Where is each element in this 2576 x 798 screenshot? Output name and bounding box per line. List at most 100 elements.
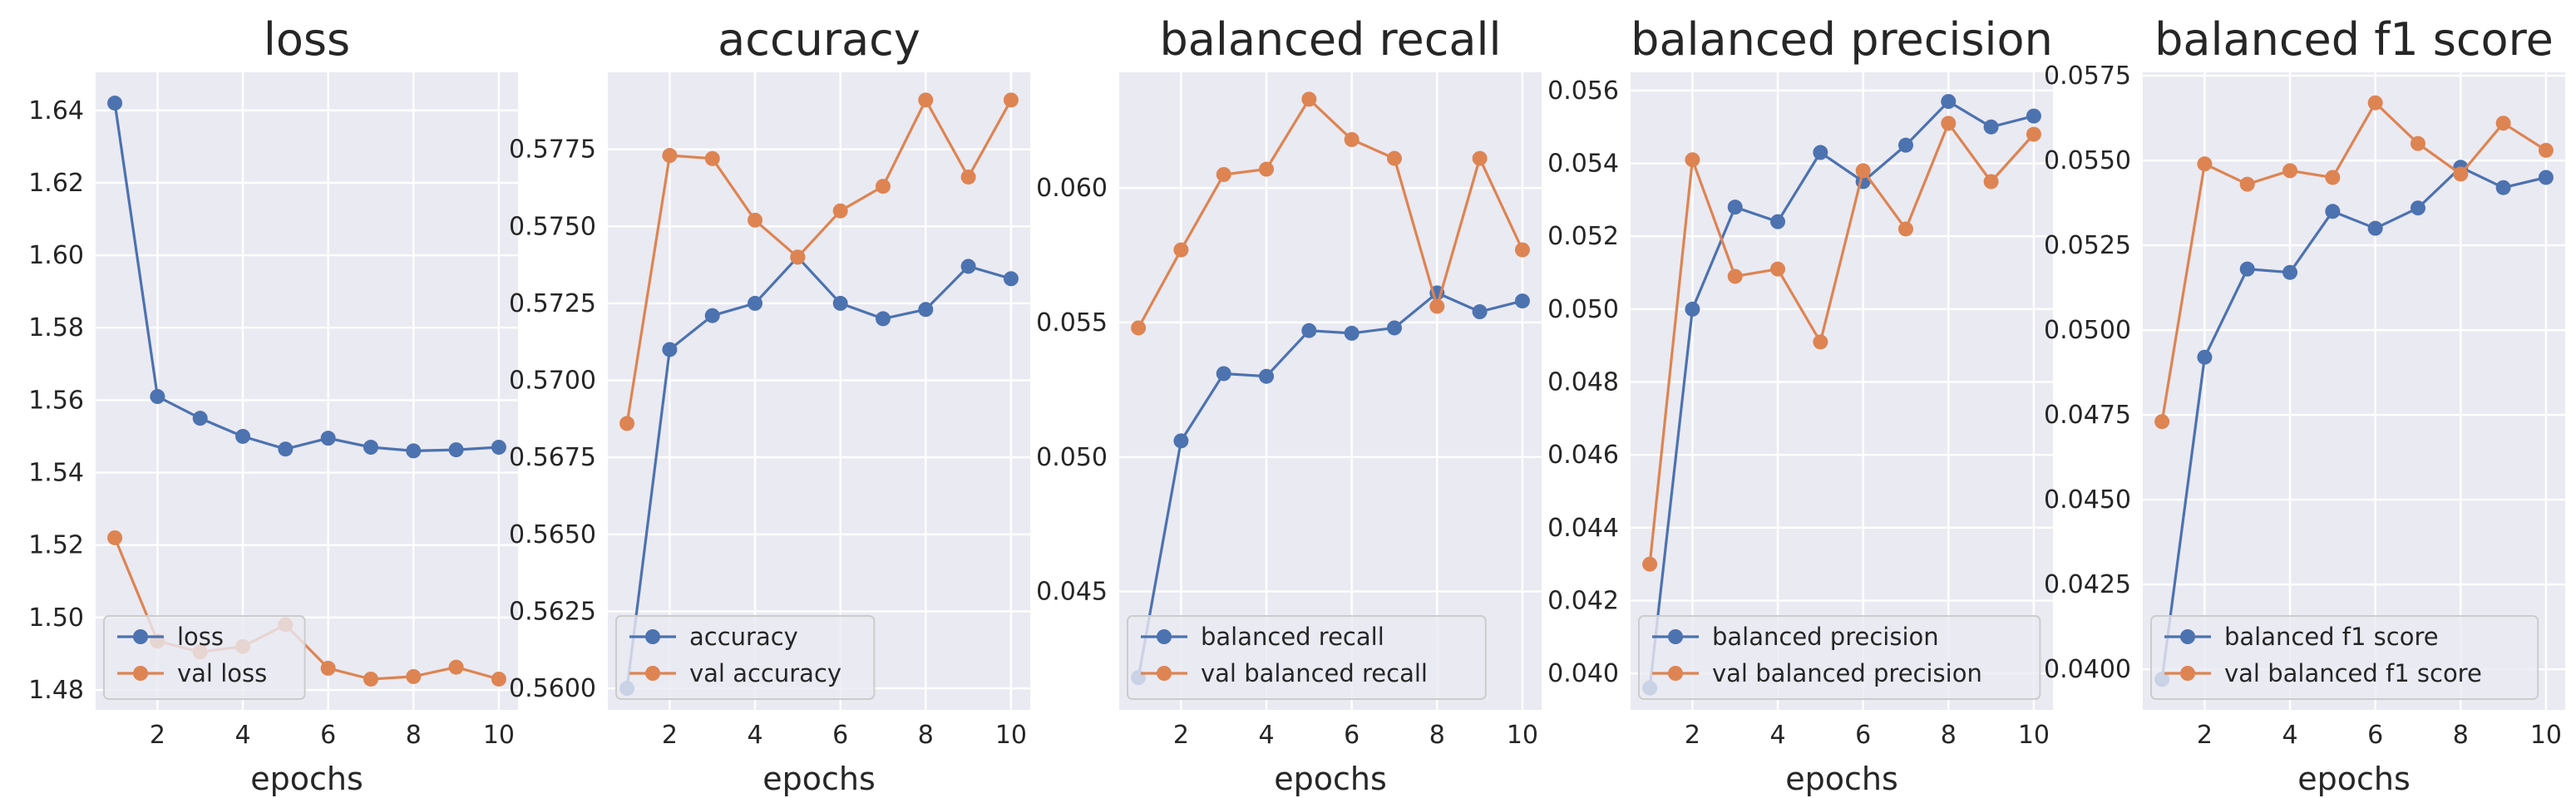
data-point: [662, 148, 678, 164]
series-line: [1137, 291, 1523, 678]
data-point: [1173, 433, 1189, 449]
chart-title: balanced f1 score: [2154, 13, 2554, 66]
x-tick-label: 10: [483, 721, 515, 750]
legend: [1127, 615, 1487, 700]
legend-label: balanced f1 score: [2224, 623, 2439, 651]
y-tick-label: 0.5775: [509, 135, 596, 165]
legend: [1638, 615, 2041, 700]
y-tick-label: 0.0550: [2044, 146, 2131, 175]
legend-label: val balanced precision: [1712, 659, 1982, 687]
data-point: [320, 431, 336, 446]
data-point: [832, 295, 848, 311]
y-tick-label: 1.50: [28, 603, 84, 633]
panel-accuracy: 0.5600 0.5625 0.5650 0.5675 0.5700 0.5725 0.57…: [509, 13, 1030, 797]
legend-label: accuracy: [689, 623, 798, 651]
y-tick-label: 0.5650: [509, 520, 596, 549]
x-tick-label: 8: [2453, 721, 2469, 750]
legend-label: val loss: [177, 659, 267, 687]
data-point: [2282, 264, 2298, 280]
data-point: [2325, 204, 2341, 219]
y-tick-label: 0.0525: [2044, 231, 2131, 260]
legend-marker: [133, 629, 148, 644]
legend-marker: [1157, 629, 1172, 644]
y-tick-label: 0.042: [1547, 587, 1619, 616]
data-point: [1983, 119, 1999, 135]
data-point: [1514, 242, 1530, 258]
data-point: [1941, 116, 1957, 131]
data-point: [2282, 163, 2298, 179]
x-tick-label: 4: [747, 721, 762, 750]
data-point: [278, 441, 294, 457]
x-axis-label: epochs: [250, 761, 363, 797]
y-tick-label: 0.050: [1547, 295, 1619, 324]
data-point: [2197, 349, 2213, 365]
data-point: [1131, 320, 1147, 336]
y-tick-label: 0.5625: [509, 597, 596, 626]
data-point: [1344, 325, 1360, 341]
data-point: [2325, 170, 2341, 185]
y-tick-label: 0.5600: [509, 674, 596, 703]
y-tick-label: 0.056: [1547, 76, 1619, 106]
x-tick-label: 2: [150, 721, 165, 750]
data-point: [2495, 180, 2511, 195]
data-point: [107, 96, 123, 111]
data-point: [1813, 334, 1828, 350]
y-tick-label: 0.0425: [2044, 570, 2131, 599]
data-point: [491, 440, 506, 456]
data-point: [1727, 200, 1743, 215]
legend-marker: [1668, 666, 1683, 681]
data-point: [1514, 293, 1530, 309]
data-point: [1770, 214, 1786, 229]
x-tick-label: 6: [832, 721, 848, 750]
data-point: [1983, 174, 1999, 190]
data-point: [960, 169, 976, 185]
series-line: [2160, 101, 2547, 422]
y-tick-label: 0.054: [1547, 150, 1619, 179]
data-point: [662, 342, 678, 357]
y-tick-label: 0.045: [1036, 578, 1108, 607]
data-point: [2453, 166, 2469, 182]
data-point: [704, 308, 720, 323]
panel-balanced-precision: 0.040 0.042 0.044 0.046 0.048 0.050 0.052 0.054…: [1547, 13, 2053, 797]
x-tick-label: 8: [1429, 721, 1445, 750]
panel-balanced-f1-score: 0.0400 0.0425 0.0450 0.0475 0.0500 0.0525 0.05…: [2044, 13, 2565, 797]
chart-title: balanced precision: [1631, 13, 2053, 66]
y-tick-label: 0.050: [1036, 443, 1108, 472]
x-axis-label: epochs: [762, 761, 876, 797]
y-tick-label: 1.52: [28, 531, 84, 560]
x-tick-label: 10: [995, 721, 1027, 750]
data-point: [1855, 163, 1871, 179]
legend-marker: [133, 666, 148, 681]
chart-title: balanced recall: [1159, 13, 1501, 66]
legend: [615, 615, 876, 700]
data-point: [1727, 268, 1743, 284]
data-point: [1386, 320, 1402, 336]
data-point: [150, 389, 165, 405]
data-point: [1685, 152, 1700, 168]
data-point: [2154, 414, 2170, 430]
x-tick-label: 2: [662, 721, 678, 750]
y-tick-label: 1.60: [28, 241, 84, 270]
x-tick-label: 2: [1685, 721, 1700, 750]
legend-marker: [2180, 666, 2195, 681]
data-point: [192, 411, 208, 426]
data-point: [1429, 298, 1445, 314]
x-tick-label: 10: [2530, 721, 2562, 750]
data-point: [235, 428, 251, 444]
y-tick-label: 0.052: [1547, 222, 1619, 251]
legend: [2150, 615, 2539, 700]
x-axis-label: epochs: [2297, 761, 2411, 797]
series-line: [2160, 165, 2547, 680]
legend-label: balanced recall: [1201, 623, 1384, 651]
x-tick-label: 8: [918, 721, 934, 750]
data-point: [448, 659, 464, 675]
data-point: [2197, 156, 2213, 172]
data-point: [1642, 556, 1658, 572]
data-point: [406, 668, 422, 684]
data-point: [448, 442, 464, 458]
data-point: [2538, 142, 2554, 158]
x-tick-label: 8: [1941, 721, 1957, 750]
data-point: [2410, 200, 2425, 216]
y-tick-label: 0.040: [1547, 659, 1619, 688]
legend-marker: [2180, 629, 2195, 644]
